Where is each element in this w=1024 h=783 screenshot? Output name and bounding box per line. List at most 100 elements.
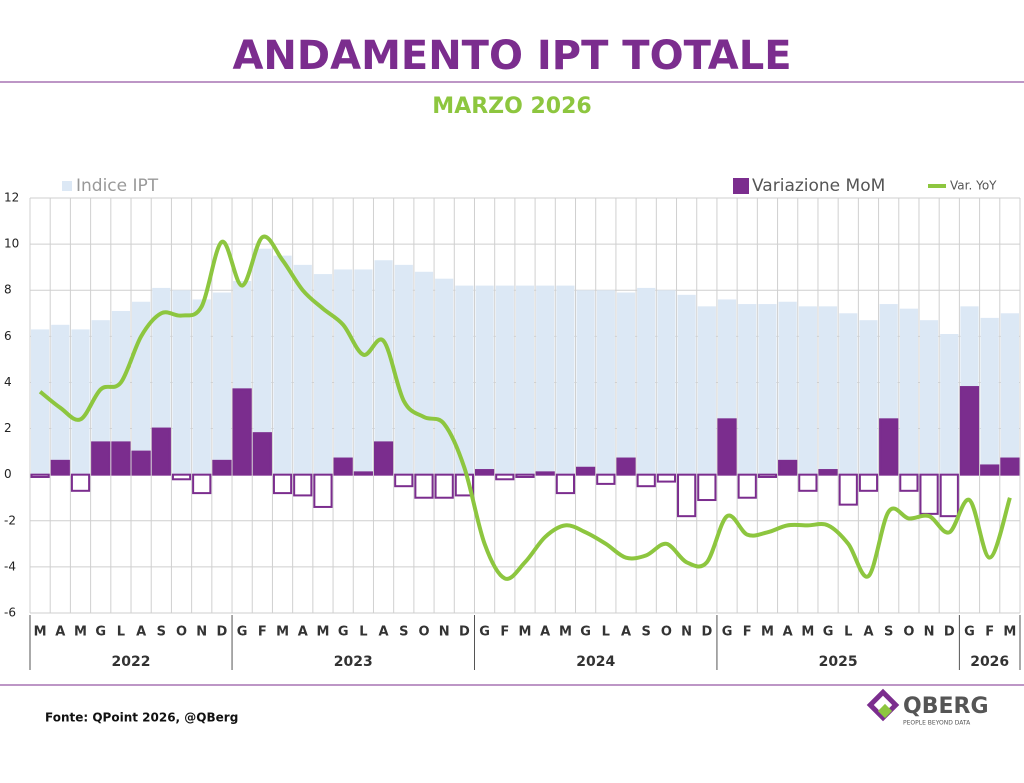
x-tick-label: A (783, 625, 793, 640)
mom-bar (373, 441, 394, 476)
index-bar (111, 310, 131, 475)
yoy-line (38, 234, 1012, 581)
x-tick-label: N (439, 625, 450, 640)
mom-bar (757, 473, 778, 478)
index-bar (172, 290, 191, 475)
x-tick-label: G (964, 625, 975, 640)
y-tick-label: 0 (4, 467, 12, 481)
mom-bar (697, 473, 717, 502)
y-tick-label: 10 (4, 237, 19, 251)
y-tick-label: 12 (4, 191, 19, 205)
index-bar (596, 290, 615, 475)
index-bar (839, 313, 858, 475)
mom-bar (737, 473, 757, 499)
x-tick-label: M (276, 625, 289, 640)
x-tick-label: O (418, 625, 429, 640)
mom-bar (535, 471, 555, 476)
index-bar (1000, 313, 1019, 475)
x-tick-label: F (985, 625, 994, 640)
legend-marker (733, 178, 749, 194)
x-group-label: 2025 (819, 654, 858, 670)
x-tick-label: F (258, 625, 267, 640)
index-bar (738, 304, 757, 475)
x-tick-label: M (316, 625, 329, 640)
y-tick-label: 2 (4, 421, 12, 435)
index-bar (677, 294, 696, 475)
logo: QBERG PEOPLE BEYOND DATA (866, 688, 989, 727)
x-tick-label: A (863, 625, 873, 640)
mom-bar (818, 469, 838, 476)
index-bar (455, 285, 474, 475)
x-tick-label: O (903, 625, 914, 640)
mom-bar (272, 473, 293, 495)
mom-bar (111, 441, 131, 476)
mom-bar (515, 473, 535, 478)
index-bar (91, 320, 110, 475)
mom-bar (50, 459, 70, 476)
mom-bar (596, 473, 616, 485)
x-tick-label: G (479, 625, 490, 640)
x-tick-label: G (580, 625, 591, 640)
x-tick-label: A (621, 625, 631, 640)
x-tick-label: F (743, 625, 752, 640)
x-group-label: 2024 (576, 654, 615, 670)
x-tick-label: D (459, 625, 470, 640)
index-bar (657, 290, 676, 475)
index-bar (51, 324, 70, 475)
x-group-label: 2022 (112, 654, 151, 670)
index-bar (818, 306, 838, 475)
index-bar (475, 285, 494, 475)
mom-bar (778, 459, 798, 476)
x-tick-label: O (176, 625, 187, 640)
x-tick-label: A (298, 625, 308, 640)
index-bar (334, 269, 353, 475)
chart-subtitle: MARZO 2026 (432, 94, 591, 119)
mom-bar (171, 473, 192, 481)
mom-bar (474, 469, 495, 476)
mom-bar (91, 441, 111, 476)
x-tick-label: L (117, 625, 125, 640)
index-bar (495, 285, 514, 475)
x-tick-label: S (884, 625, 893, 640)
x-tick-label: N (681, 625, 692, 640)
legend-marker (62, 181, 72, 191)
mom-bar (717, 418, 737, 476)
index-bar (576, 290, 595, 475)
index-bar (536, 285, 555, 475)
logo-icon (877, 703, 893, 719)
mom-bar (495, 473, 515, 481)
x-tick-label: M (801, 625, 814, 640)
index-bar (758, 304, 777, 475)
mom-bar (151, 427, 171, 476)
x-tick-label: G (95, 625, 106, 640)
legend-label: Var. YoY (950, 179, 997, 193)
index-bar (293, 264, 312, 475)
index-bar (616, 292, 636, 475)
index-bar (394, 264, 413, 475)
index-bar (212, 292, 232, 475)
chart-title: ANDAMENTO IPT TOTALE (232, 33, 791, 79)
mom-bar (313, 473, 333, 508)
mom-bar (212, 459, 232, 476)
mom-bar (333, 457, 353, 476)
index-bar (556, 285, 575, 475)
index-bar (414, 271, 434, 475)
mom-bar (394, 473, 414, 488)
index-bar (313, 274, 333, 475)
mom-bar (576, 466, 596, 476)
y-tick-label: 8 (4, 283, 12, 297)
x-tick-label: M (761, 625, 774, 640)
x-tick-label: N (196, 625, 207, 640)
index-bar (515, 285, 535, 475)
mom-bar (980, 464, 1000, 476)
mom-bar (656, 473, 677, 483)
index-bar (859, 320, 878, 475)
index-bar (374, 260, 393, 475)
y-tick-label: -4 (4, 559, 16, 573)
index-bar (798, 306, 817, 475)
x-tick-label: O (661, 625, 672, 640)
index-bar (192, 299, 211, 475)
mom-bar (858, 473, 879, 492)
source: Fonte: QPoint 2026, @QBerg (45, 711, 238, 725)
index-bar (637, 287, 656, 475)
